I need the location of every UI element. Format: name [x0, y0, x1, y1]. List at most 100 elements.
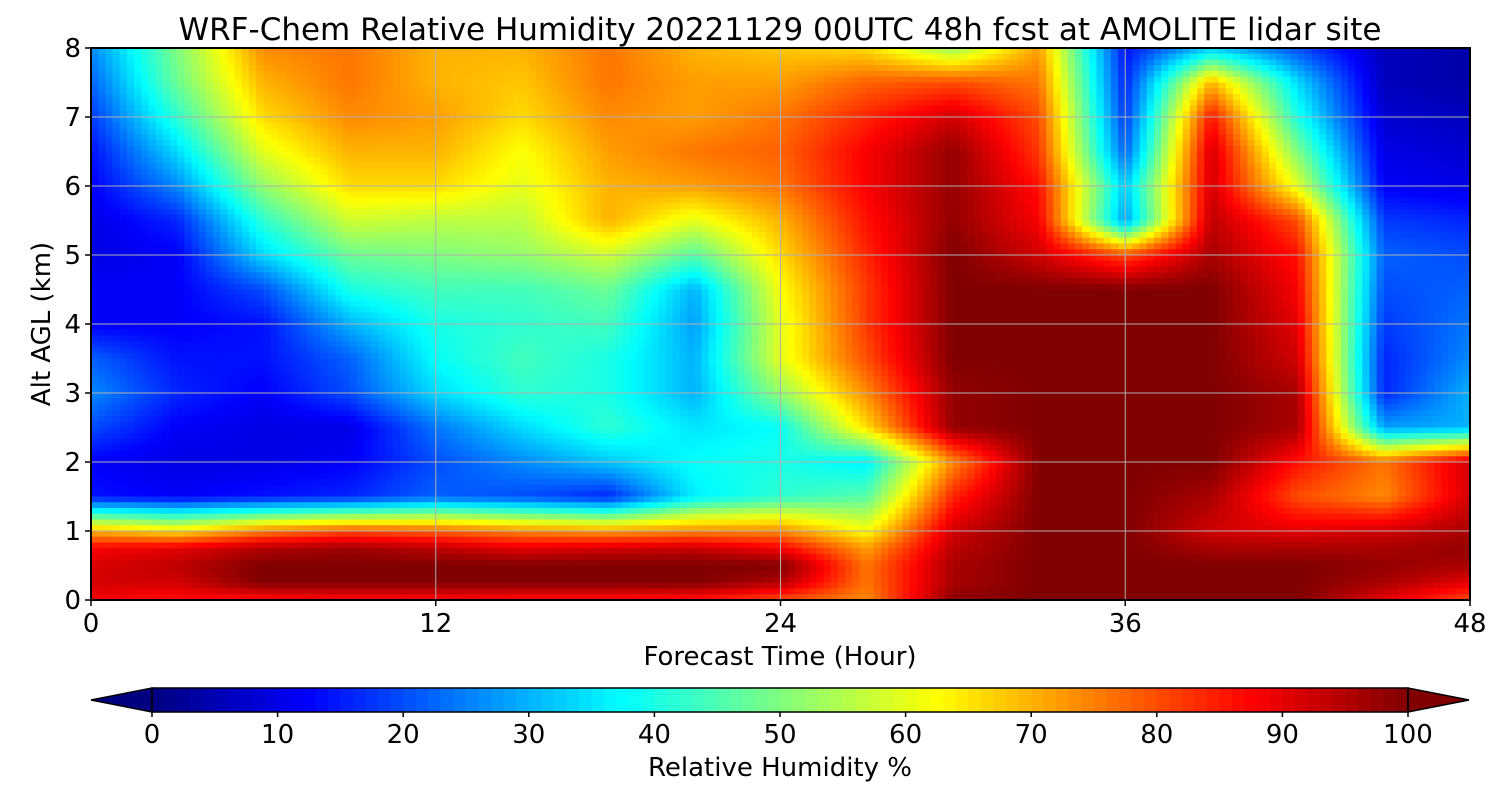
- heatmap-cell: [1347, 105, 1356, 112]
- heatmap-cell: [1110, 163, 1119, 170]
- heatmap-cell: [1276, 48, 1284, 55]
- heatmap-cell: [1204, 180, 1213, 187]
- heatmap-cell: [328, 99, 336, 107]
- heatmap-cell: [802, 145, 810, 153]
- heatmap-cell: [593, 168, 602, 176]
- heatmap-cell: [1146, 191, 1155, 199]
- heatmap-cell: [177, 59, 185, 66]
- heatmap-cell: [299, 111, 308, 118]
- heatmap-cell: [773, 134, 782, 141]
- heatmap-cell: [572, 186, 580, 193]
- heatmap-cell: [1333, 48, 1342, 55]
- heatmap-cell: [1232, 134, 1241, 141]
- heatmap-cell: [205, 76, 214, 84]
- heatmap-cell: [1003, 99, 1011, 107]
- heatmap-cell: [1010, 128, 1019, 135]
- heatmap-cell: [521, 99, 530, 107]
- heatmap-cell: [837, 122, 846, 130]
- heatmap-cell: [1182, 76, 1191, 84]
- heatmap-cell: [1412, 128, 1421, 135]
- heatmap-cell: [371, 186, 379, 193]
- heatmap-cell: [1426, 122, 1435, 130]
- heatmap-cell: [1132, 128, 1141, 135]
- heatmap-cell: [399, 145, 408, 153]
- heatmap-cell: [658, 191, 667, 199]
- heatmap-cell: [557, 105, 566, 112]
- heatmap-cell: [586, 105, 595, 112]
- heatmap-cell: [385, 111, 394, 118]
- heatmap-cell: [277, 180, 286, 187]
- heatmap-cell: [536, 163, 545, 170]
- heatmap-cell: [852, 111, 861, 118]
- heatmap-cell: [708, 145, 717, 153]
- heatmap-cell: [1419, 82, 1428, 89]
- heatmap-cell: [241, 53, 250, 61]
- heatmap-cell: [155, 59, 164, 66]
- heatmap-cell: [1304, 71, 1313, 78]
- heatmap-cell: [952, 76, 961, 84]
- heatmap-cell: [715, 140, 724, 147]
- heatmap-cell: [687, 71, 695, 78]
- heatmap-cell: [773, 163, 782, 170]
- heatmap-cell: [1074, 117, 1083, 124]
- heatmap-cell: [1096, 105, 1105, 112]
- heatmap-cell: [1118, 117, 1126, 124]
- heatmap-cell: [766, 105, 774, 112]
- heatmap-cell: [1383, 191, 1392, 199]
- heatmap-cell: [1398, 145, 1406, 153]
- heatmap-cell: [428, 140, 437, 147]
- heatmap-cell: [1053, 76, 1062, 84]
- heatmap-cell: [1311, 186, 1320, 193]
- heatmap-cell: [1412, 71, 1421, 78]
- heatmap-cell: [213, 151, 221, 158]
- heatmap-cell: [658, 99, 667, 107]
- heatmap-cell: [1103, 82, 1112, 89]
- heatmap-cell: [299, 163, 308, 170]
- heatmap-cell: [622, 111, 631, 118]
- heatmap-cell: [514, 157, 523, 164]
- heatmap-cell: [658, 174, 667, 181]
- heatmap-cell: [1139, 111, 1148, 118]
- heatmap-cell: [177, 140, 185, 147]
- heatmap-cell: [1182, 122, 1191, 130]
- heatmap-cell: [1067, 94, 1076, 101]
- heatmap-cell: [249, 145, 257, 153]
- heatmap-cell: [435, 174, 444, 181]
- heatmap-cell: [1110, 191, 1119, 199]
- heatmap-cell: [1089, 94, 1098, 101]
- heatmap-cell: [981, 76, 990, 84]
- heatmap-cell: [586, 151, 595, 158]
- heatmap-cell: [1434, 117, 1442, 124]
- heatmap-cell: [679, 53, 688, 61]
- heatmap-cell: [536, 122, 545, 130]
- heatmap-cell: [809, 111, 818, 118]
- heatmap-cell: [636, 168, 645, 176]
- heatmap-cell: [1311, 76, 1320, 84]
- heatmap-cell: [572, 59, 580, 66]
- heatmap-cell: [155, 163, 164, 170]
- heatmap-cell: [1383, 174, 1392, 181]
- heatmap-cell: [830, 128, 839, 135]
- heatmap-cell: [916, 122, 925, 130]
- heatmap-cell: [1441, 128, 1450, 135]
- heatmap-cell: [1240, 59, 1248, 66]
- heatmap-cell: [507, 186, 516, 193]
- heatmap-cell: [1448, 191, 1457, 199]
- heatmap-cell: [155, 157, 164, 164]
- heatmap-cell: [227, 59, 236, 66]
- heatmap-cell: [1434, 82, 1442, 89]
- heatmap-cell: [126, 151, 135, 158]
- heatmap-cell: [1326, 71, 1335, 78]
- heatmap-cell: [780, 134, 789, 141]
- heatmap-cell: [1383, 88, 1392, 95]
- heatmap-cell: [1426, 163, 1435, 170]
- heatmap-cell: [1390, 134, 1399, 141]
- heatmap-cell: [442, 128, 451, 135]
- heatmap-cell: [1218, 99, 1227, 107]
- heatmap-cell: [1060, 122, 1069, 130]
- heatmap-cell: [1311, 117, 1320, 124]
- heatmap-cell: [766, 191, 774, 199]
- heatmap-cell: [1204, 168, 1213, 176]
- heatmap-cell: [1067, 105, 1076, 112]
- heatmap-cell: [730, 122, 738, 130]
